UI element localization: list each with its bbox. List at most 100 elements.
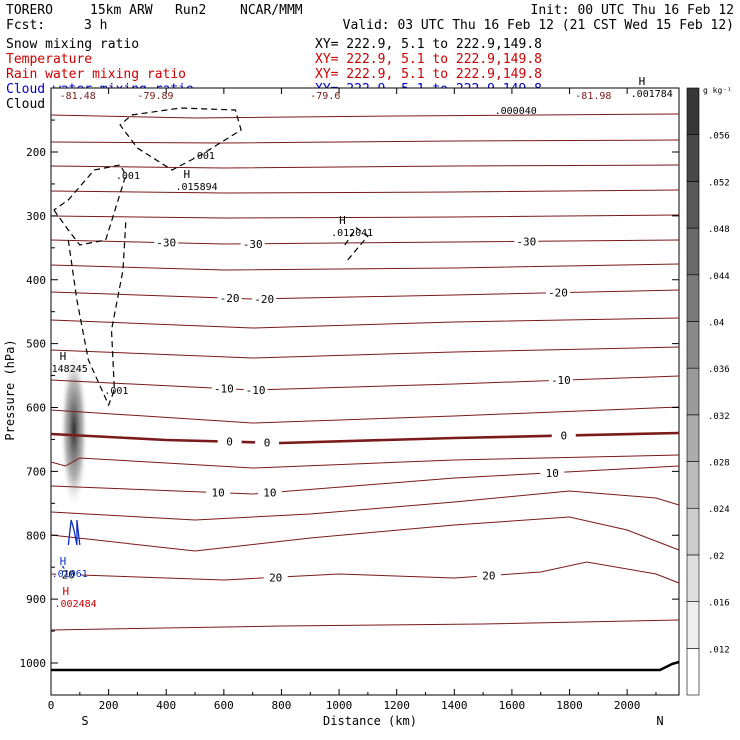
isotherm-label: -20: [548, 287, 568, 300]
isotherm-t1: [50, 113, 680, 119]
y-tick-label: 600: [26, 402, 46, 415]
x-tick-label: 0: [48, 699, 55, 712]
isotherm-t6: [50, 239, 680, 245]
field-section: XY= 222.9, 5.1 to 222.9,149.8: [315, 52, 542, 67]
colorbar-swatch: [686, 87, 700, 135]
colorbar-tick-label: .036: [708, 365, 730, 375]
y-tick-label: 300: [26, 210, 46, 223]
y-tick-label: 200: [26, 146, 46, 159]
isotherm-label-bg: [240, 237, 265, 250]
snow-contour-label: .001: [191, 151, 215, 162]
y-tick-label: 500: [26, 338, 46, 351]
isotherm-label-bg: [243, 383, 268, 396]
fcst-label: Fcst:: [6, 18, 45, 33]
colorbar-tick-label: .016: [708, 599, 730, 609]
colorbar-tick-label: .044: [708, 272, 730, 282]
x-tick-label: 1400: [441, 699, 468, 712]
high-value: 148245: [52, 364, 88, 375]
isotherm-label: 0: [226, 436, 233, 449]
colorbar-tick-label: .056: [708, 132, 730, 142]
endpoint-north: N: [656, 714, 663, 728]
y-tick-label: 800: [26, 529, 46, 542]
field-name: Temperature: [6, 52, 92, 67]
colorbar-tick-label: .032: [708, 412, 730, 422]
high-value: .015894: [176, 182, 218, 193]
isotherm-t3: [50, 164, 680, 169]
colorbar-tick-label: .012: [708, 645, 730, 655]
colorbar-swatch: [686, 134, 700, 182]
run-label: Run2: [175, 3, 206, 18]
colorbar-tick-label: .048: [708, 225, 730, 235]
x-tick-label: 600: [214, 699, 234, 712]
field-section: XY= 222.9, 5.1 to 222.9,149.8: [315, 37, 542, 52]
valid-time: Valid: 03 UTC Thu 16 Feb 12 (21 CST Wed …: [343, 18, 734, 33]
y-tick-label: 900: [26, 593, 46, 606]
isotherm-label: -30: [243, 238, 263, 251]
isotherm-label: 10: [211, 487, 224, 500]
colorbar-swatch: [686, 367, 700, 416]
isotherm-t14: [50, 454, 680, 469]
isotherm-label-bg: [546, 286, 571, 299]
isotherm-label-bg: [56, 568, 81, 581]
high-marker: H: [639, 75, 646, 88]
high-marker: H: [60, 350, 67, 363]
isotherm-label: -30: [516, 235, 536, 248]
isotherm-label: 20: [269, 571, 282, 584]
x-tick-label: 200: [99, 699, 119, 712]
isotherm-t15: [50, 465, 680, 495]
x-axis: 0 200 400 600 800 1000 1200 1400 1600 1800 2000: [48, 88, 657, 712]
y-tick-label: 700: [26, 465, 46, 478]
plot-area: -30 -30 -30 -20 -20 -20 -10 -10 -10 0 0 0 10 10 10 20 20…: [50, 75, 680, 696]
high-value: .002484: [55, 599, 97, 610]
rain-shading-layer: [60, 350, 89, 510]
colorbar-tick-label: .052: [708, 178, 730, 188]
x-axis-label: Distance (km): [323, 714, 417, 728]
isotherm-label: 0: [560, 430, 567, 443]
isotherm-t16: [50, 490, 680, 521]
x-tick-label: 400: [156, 699, 176, 712]
y-tick-label: 400: [26, 274, 46, 287]
x-tick-label: 1800: [556, 699, 583, 712]
high-value: .012041: [331, 228, 373, 239]
isotherm-label-bg: [154, 236, 179, 249]
init-time: Init: 00 UTC Thu 16 Feb 12: [531, 3, 735, 18]
top-extreme-label: -79.89: [137, 91, 173, 102]
isotherm-label-bg: [255, 436, 280, 449]
isotherm-label-bg: [548, 374, 573, 387]
isotherm-t2: [50, 139, 680, 144]
colorbar-tick-label: .02: [708, 552, 724, 562]
colorbar-swatch: [686, 181, 700, 229]
snow-contour: [119, 107, 242, 171]
isotherm-label: 20: [482, 570, 495, 583]
isotherm-label: -10: [214, 383, 234, 396]
isotherm-label-bg: [514, 235, 539, 248]
x-tick-label: 1200: [383, 699, 410, 712]
high-marker: H: [60, 555, 67, 568]
snow-contours: [53, 107, 369, 407]
colorbar-swatch: [686, 648, 700, 696]
fcst-value: 3 h: [84, 18, 107, 33]
x-tick-label: 1600: [499, 699, 526, 712]
colorbar: g kg⁻¹ .012 .016 .02 .024 .028 .032 .036 .04 .04…: [686, 86, 732, 696]
top-extreme-label: .000040: [495, 106, 537, 117]
snow-contour: [53, 164, 127, 246]
x-tick-label: 2000: [614, 699, 641, 712]
y-axis-label: Pressure (hPa): [3, 339, 17, 440]
colorbar-swatch: [686, 461, 700, 509]
top-extreme-label: -81.98: [575, 91, 611, 102]
isotherm-label-bg: [257, 486, 282, 499]
isotherm-t10: [50, 346, 680, 359]
isotherm-label-bg: [206, 486, 231, 499]
isotherm-label-bg: [217, 292, 242, 305]
colorbar-swatch: [686, 227, 700, 276]
model-config: 15km ARW: [90, 3, 153, 18]
rain-shading: [60, 350, 89, 510]
isotherm-label: 10: [546, 467, 559, 480]
y-tick-label: 1000: [20, 657, 47, 670]
contour-labels: -30 -30 -30 -20 -20 -20 -10 -10 -10 0 0 0 10 10 10 20 20…: [52, 75, 673, 610]
isotherm-t5: [50, 214, 680, 219]
isotherm-t12: [50, 406, 680, 424]
isotherm-t4: [50, 189, 680, 194]
isotherm-label: -10: [551, 374, 571, 387]
top-extreme-label: -79.6: [310, 91, 340, 102]
